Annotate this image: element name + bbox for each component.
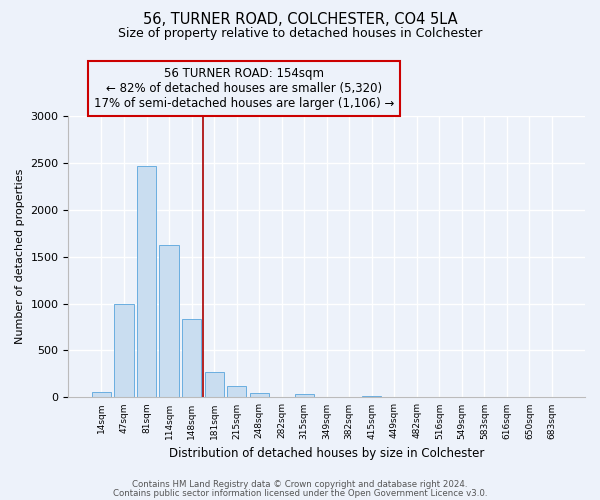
- Bar: [182, 320, 201, 398]
- Text: Size of property relative to detached houses in Colchester: Size of property relative to detached ho…: [118, 28, 482, 40]
- Bar: [250, 392, 269, 398]
- Bar: [227, 386, 246, 398]
- Bar: [295, 394, 314, 398]
- Text: Contains public sector information licensed under the Open Government Licence v3: Contains public sector information licen…: [113, 488, 487, 498]
- Bar: [92, 392, 111, 398]
- Bar: [137, 166, 156, 398]
- Bar: [160, 246, 179, 398]
- Bar: [115, 304, 134, 398]
- Bar: [362, 396, 382, 398]
- Y-axis label: Number of detached properties: Number of detached properties: [15, 169, 25, 344]
- Text: 56, TURNER ROAD, COLCHESTER, CO4 5LA: 56, TURNER ROAD, COLCHESTER, CO4 5LA: [143, 12, 457, 28]
- Text: 56 TURNER ROAD: 154sqm
← 82% of detached houses are smaller (5,320)
17% of semi-: 56 TURNER ROAD: 154sqm ← 82% of detached…: [94, 67, 394, 110]
- X-axis label: Distribution of detached houses by size in Colchester: Distribution of detached houses by size …: [169, 447, 484, 460]
- Bar: [205, 372, 224, 398]
- Text: Contains HM Land Registry data © Crown copyright and database right 2024.: Contains HM Land Registry data © Crown c…: [132, 480, 468, 489]
